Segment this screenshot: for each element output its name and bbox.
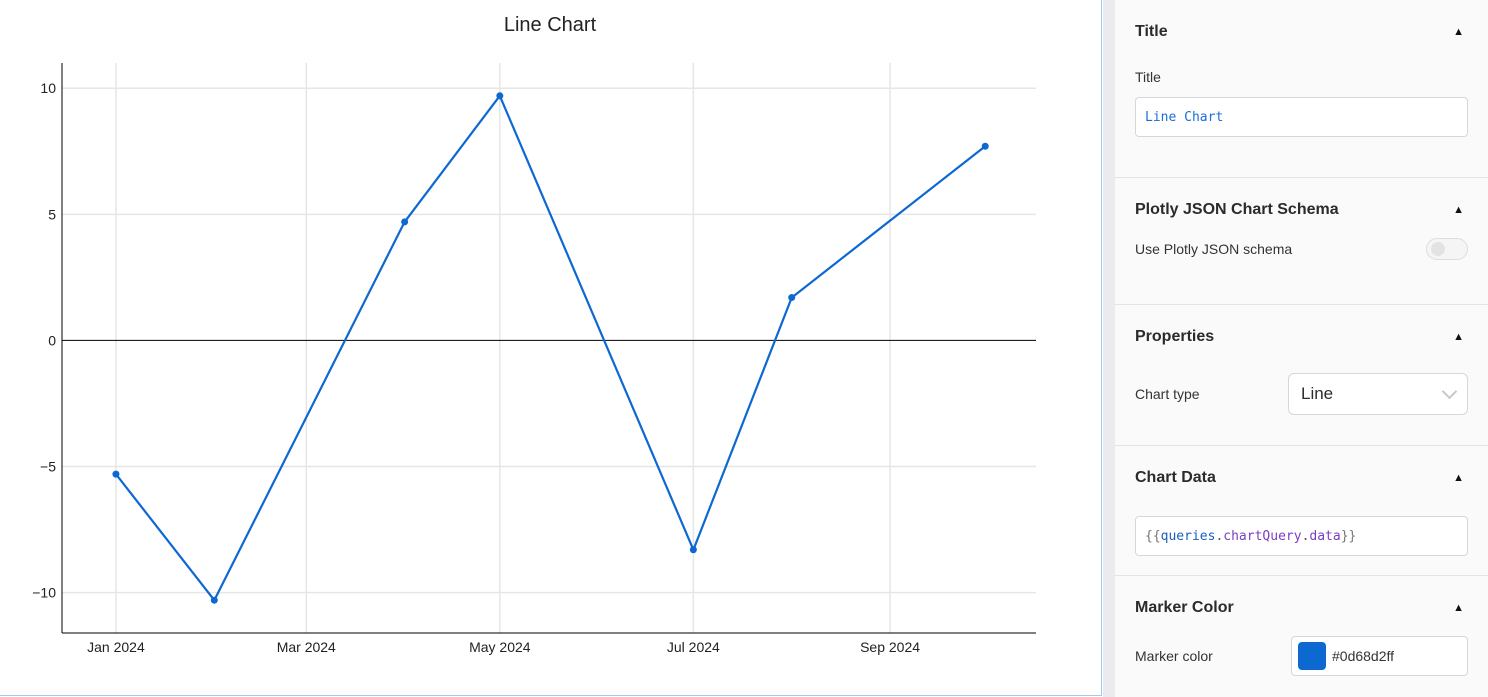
x-tick-label: Mar 2024 — [277, 639, 336, 655]
chart-type-label: Chart type — [1135, 386, 1200, 402]
collapse-caret-icon[interactable]: ▲ — [1453, 26, 1464, 38]
line-chart: Line Chart −10 −5 0 5 10 Jan 2024 Mar 2024 May … — [32, 14, 1036, 655]
properties-section: Properties ▲ Chart type Line — [1115, 305, 1488, 446]
section-heading: Title — [1135, 23, 1168, 40]
data-point — [112, 470, 120, 478]
title-section: Title ▲ Title Line Chart — [1115, 0, 1488, 178]
collapse-caret-icon[interactable]: ▲ — [1453, 204, 1464, 216]
chart-type-value: Line — [1301, 384, 1334, 403]
data-point — [689, 546, 697, 554]
properties-panel: Title ▲ Title Line Chart Plotly JSON Char… — [1115, 0, 1488, 697]
x-tick-label: Sep 2024 — [860, 639, 920, 655]
section-heading: Chart Data — [1135, 469, 1216, 486]
y-tick-label: −10 — [32, 585, 56, 601]
expr-part: queries — [1160, 528, 1216, 544]
plotly-schema-toggle[interactable] — [1426, 238, 1468, 260]
data-point — [210, 596, 218, 604]
brace-open: {{ — [1145, 528, 1161, 544]
plotly-schema-section: Plotly JSON Chart Schema ▲ Use Plotly JSO… — [1115, 178, 1488, 305]
section-heading: Marker Color — [1135, 599, 1234, 616]
data-point — [401, 218, 409, 226]
section-heading: Properties — [1135, 328, 1215, 345]
x-tick-label: Jul 2024 — [667, 639, 720, 655]
marker-color-value: #0d68d2ff — [1332, 648, 1395, 664]
chart-data-section: Chart Data ▲ {{queries. chartQuery. data}} — [1115, 446, 1488, 576]
data-point — [981, 142, 989, 150]
data-point — [788, 294, 796, 302]
y-tick-label: −5 — [40, 459, 56, 475]
expr-part: chartQuery — [1223, 528, 1302, 544]
y-tick-label: 10 — [40, 80, 56, 96]
x-tick-label: May 2024 — [469, 639, 531, 655]
section-heading: Plotly JSON Chart Schema — [1135, 201, 1339, 218]
title-input[interactable]: Line Chart — [1135, 97, 1468, 137]
chart-data-input[interactable]: {{queries. chartQuery. data}} — [1135, 516, 1468, 556]
y-tick-label: 0 — [48, 332, 56, 348]
marker-color-section: Marker Color ▲ Marker color #0d68d2ff — [1115, 576, 1488, 676]
data-point — [496, 92, 504, 100]
chevron-down-icon — [1441, 383, 1458, 400]
chart-title: Line Chart — [504, 14, 597, 36]
plotly-schema-label: Use Plotly JSON schema — [1135, 241, 1293, 257]
y-tick-label: 5 — [48, 206, 56, 222]
marker-color-input[interactable]: #0d68d2ff — [1291, 636, 1468, 676]
panel-divider[interactable] — [1103, 0, 1115, 697]
expr-part: data — [1309, 528, 1341, 544]
expr-dot: . — [1215, 528, 1224, 544]
collapse-caret-icon[interactable]: ▲ — [1453, 472, 1464, 484]
chart-area: Line Chart −10 −5 0 5 10 Jan 2024 Mar 2024 May … — [0, 0, 1102, 696]
series-line — [115, 94, 986, 602]
collapse-caret-icon[interactable]: ▲ — [1453, 331, 1464, 343]
brace-close: }} — [1340, 528, 1357, 544]
chart-type-select[interactable]: Line — [1288, 373, 1468, 415]
title-field-label: Title — [1135, 69, 1161, 85]
marker-color-label: Marker color — [1135, 648, 1213, 664]
expr-dot: . — [1301, 528, 1310, 544]
title-input-value: Line Chart — [1145, 109, 1224, 125]
collapse-caret-icon[interactable]: ▲ — [1453, 602, 1464, 614]
x-tick-label: Jan 2024 — [87, 639, 145, 655]
color-swatch[interactable] — [1298, 642, 1326, 670]
